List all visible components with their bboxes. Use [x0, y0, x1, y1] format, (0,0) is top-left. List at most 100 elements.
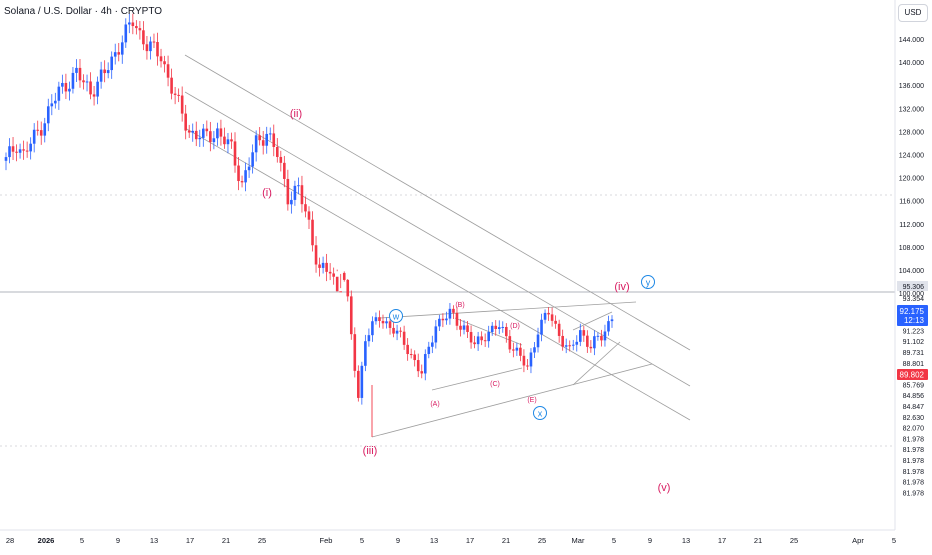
x-tick-label: 9 [648, 536, 652, 545]
channel-upper [184, 54, 691, 351]
candle-body [261, 140, 265, 146]
candle [325, 253, 328, 282]
candle [385, 317, 388, 329]
candle [159, 48, 163, 68]
y-tick-label: 84.856 [903, 393, 925, 400]
chart-title: Solana / U.S. Dollar · 4h · CRYPTO [4, 6, 163, 17]
candle [43, 117, 47, 143]
candle-body [371, 321, 374, 336]
candle [321, 256, 325, 274]
candle [145, 36, 149, 60]
candle-body [297, 185, 300, 187]
candle [483, 333, 487, 347]
candle [367, 328, 371, 347]
candle [335, 269, 339, 292]
candle-body [156, 41, 159, 57]
candle-body [209, 131, 212, 143]
candle [522, 349, 526, 373]
candle [39, 121, 43, 145]
candle-body [268, 133, 272, 135]
candle [293, 180, 297, 206]
candle-body [50, 103, 54, 107]
candle-body [452, 308, 455, 313]
candle-body [128, 22, 131, 25]
candle-body [216, 128, 219, 139]
x-tick-label: 9 [116, 536, 120, 545]
candle-body [202, 128, 205, 138]
axis-background [895, 0, 932, 550]
wave-label-B: (B) [455, 302, 464, 309]
x-tick-label: 5 [612, 536, 616, 545]
candle [50, 94, 54, 116]
candle [290, 191, 293, 214]
candle-body [455, 312, 459, 326]
candle-body [106, 70, 110, 74]
candle-body [110, 56, 113, 71]
candle [152, 33, 156, 49]
candle-body [226, 139, 230, 145]
candle [82, 74, 85, 90]
candle-body [244, 170, 247, 183]
candle-body [476, 336, 480, 345]
x-tick-label: 25 [538, 536, 546, 545]
candle [589, 340, 593, 353]
candle [416, 353, 420, 378]
candle-body [300, 185, 304, 205]
candle [226, 132, 230, 154]
candle-body [536, 334, 540, 348]
candle [212, 130, 216, 150]
candle-body [187, 130, 191, 133]
candle [487, 325, 490, 348]
candle [318, 257, 321, 277]
candle [554, 315, 557, 329]
candle [543, 309, 547, 324]
candle-body [142, 30, 145, 45]
candle [187, 124, 191, 138]
currency-button[interactable]: USD [898, 4, 928, 22]
candle-body [103, 69, 106, 74]
candle-body [36, 129, 40, 131]
candle-body [82, 80, 85, 83]
candle [286, 169, 290, 211]
channel-lines [184, 54, 691, 438]
candle-body [251, 152, 254, 167]
candle-body [342, 272, 346, 280]
candle-body [159, 56, 163, 62]
candle-body [406, 344, 409, 355]
candle-body [25, 150, 29, 152]
candle-body [265, 133, 269, 146]
candle-body [29, 143, 32, 152]
candle [240, 175, 244, 188]
candle-body [346, 279, 350, 297]
candle [381, 314, 385, 329]
candle-body [96, 81, 99, 97]
candle [349, 290, 353, 340]
candle-body [561, 335, 564, 347]
candle-body [568, 345, 572, 347]
candle [374, 312, 378, 325]
candle [4, 152, 8, 171]
candle-body [416, 360, 420, 372]
candle-body [600, 335, 603, 341]
candle [106, 62, 110, 79]
y-tick-label: 91.102 [903, 339, 925, 346]
y-tick-label: 124.000 [899, 153, 924, 160]
wave-label-D: (D) [510, 323, 520, 330]
candle [18, 143, 22, 159]
candle-body [92, 94, 96, 97]
candle [170, 68, 173, 100]
candle [311, 211, 314, 252]
candle [156, 32, 159, 66]
candle [173, 86, 177, 105]
y-tick-label: 140.000 [899, 60, 924, 67]
candle-body [564, 345, 568, 347]
countdown-label: 12:13 [904, 316, 925, 325]
candle-body [57, 86, 61, 101]
level-price-label: 95.306 [903, 284, 925, 291]
candle-body [286, 178, 290, 205]
candle [519, 343, 522, 362]
candle [25, 141, 29, 158]
candle-body [392, 327, 395, 334]
